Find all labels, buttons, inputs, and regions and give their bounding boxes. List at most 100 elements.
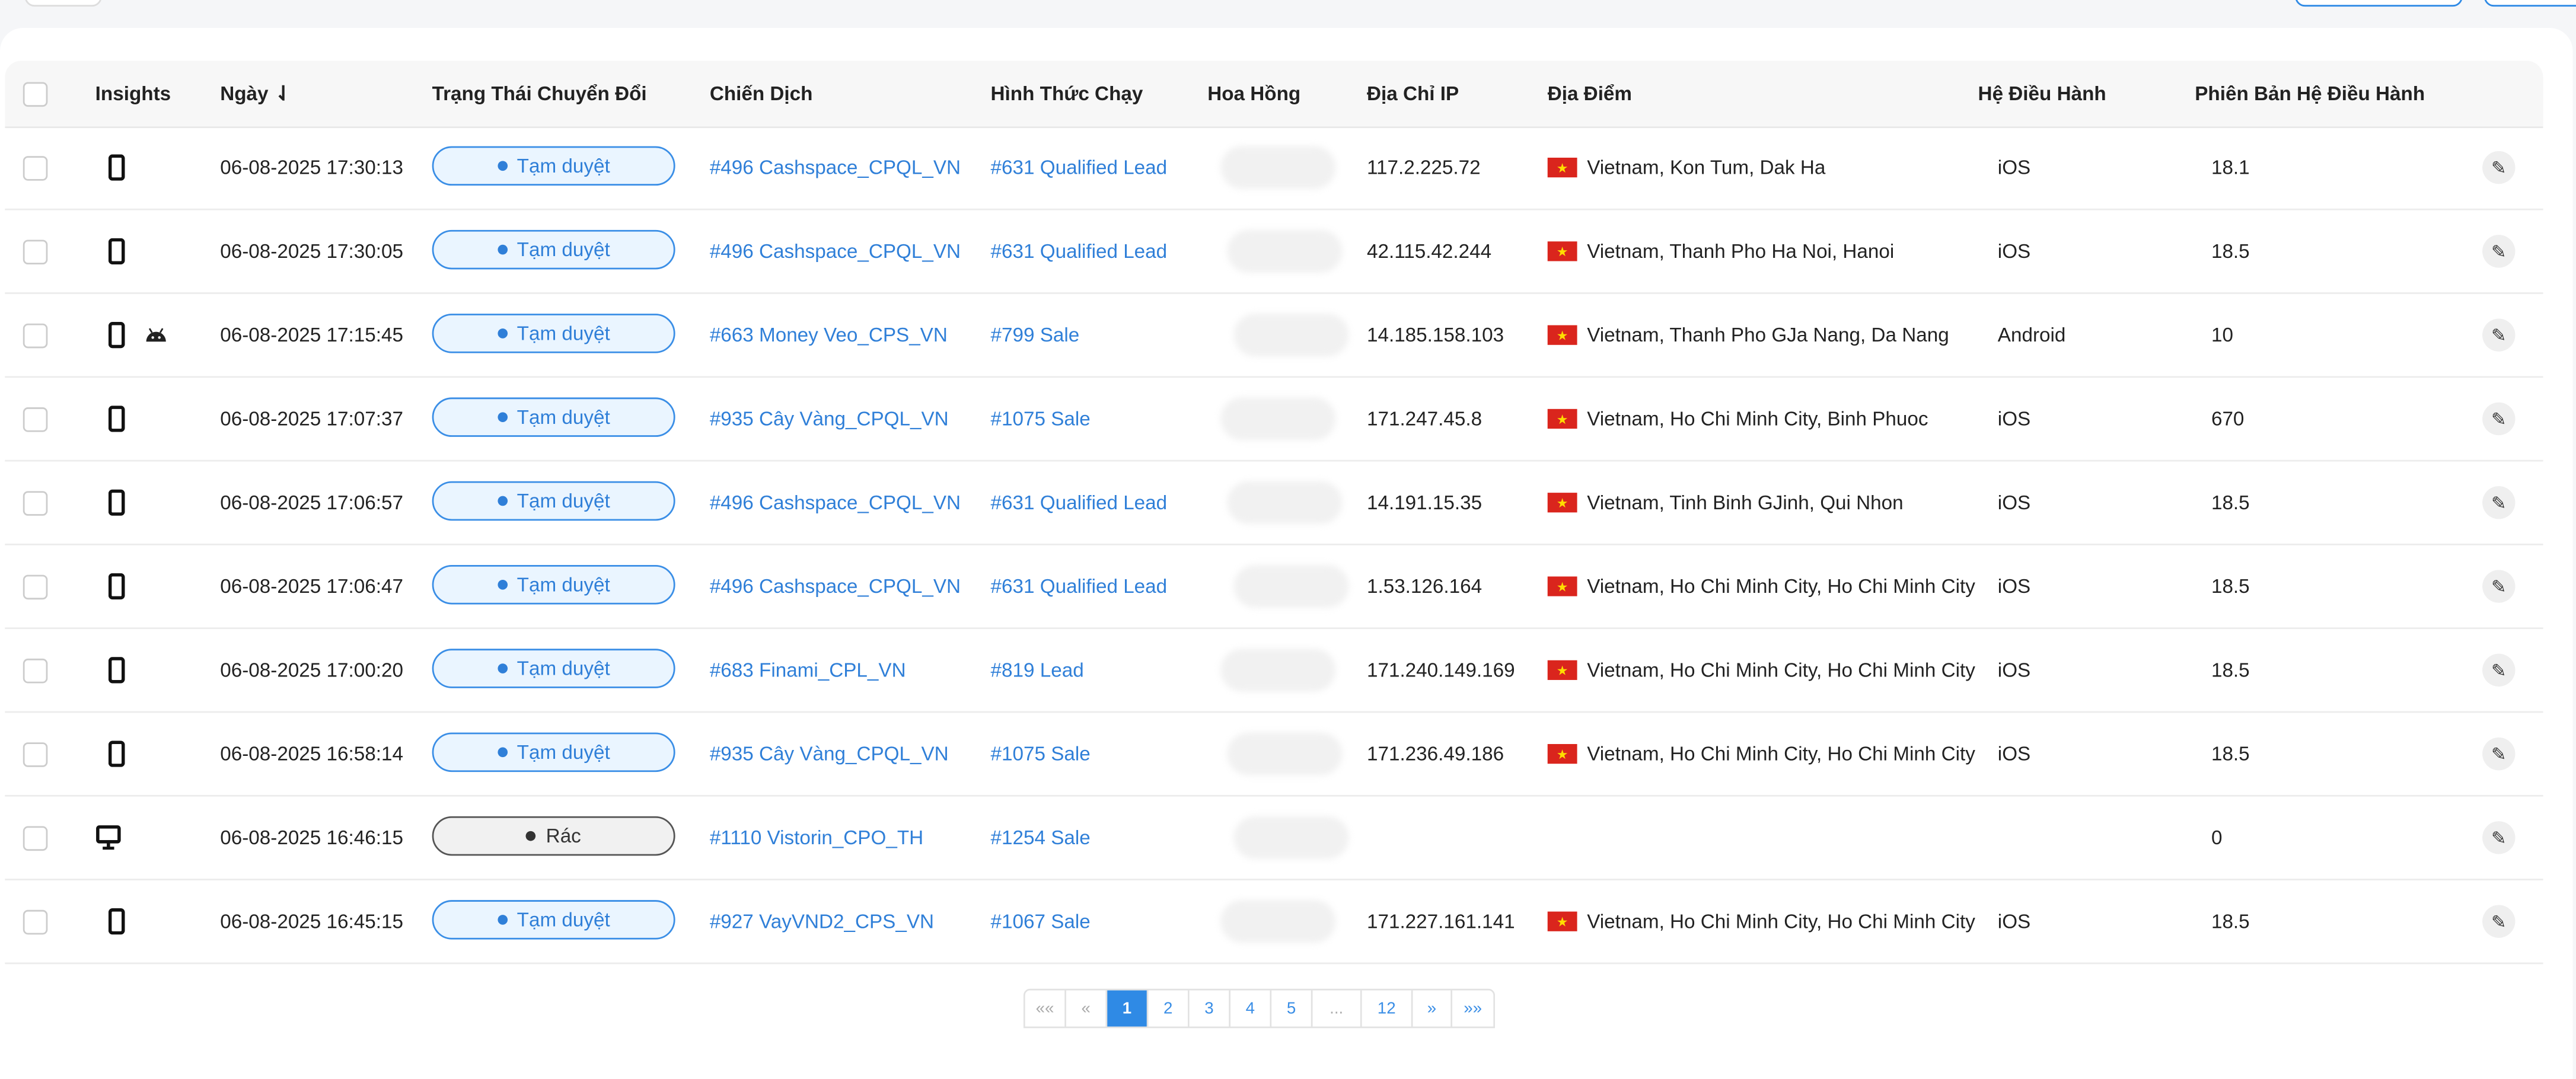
first-page-button[interactable]: «« bbox=[1025, 990, 1066, 1027]
edit-button[interactable]: ✎ bbox=[2482, 737, 2516, 771]
row-checkbox[interactable] bbox=[23, 323, 48, 347]
os-cell: iOS bbox=[1997, 658, 2031, 682]
edit-button[interactable]: ✎ bbox=[2482, 318, 2516, 352]
device-insights bbox=[108, 545, 125, 628]
ip-cell: 14.191.15.35 bbox=[1366, 491, 1483, 515]
edit-button[interactable]: ✎ bbox=[2482, 653, 2516, 687]
status-badge[interactable]: Tạm duyệt bbox=[432, 565, 675, 605]
row-checkbox[interactable] bbox=[23, 825, 48, 850]
run-type-link[interactable]: #1075 Sale bbox=[990, 407, 1091, 430]
campaign-link[interactable]: #663 Money Veo_CPS_VN bbox=[709, 323, 948, 347]
page-button-3[interactable]: 3 bbox=[1189, 990, 1231, 1027]
status-badge[interactable]: Rác bbox=[432, 816, 675, 856]
table-row: 06-08-2025 17:30:05 Tạm duyệt #496 Cashs… bbox=[5, 210, 2543, 294]
vietnam-flag-icon: ★ bbox=[1547, 241, 1577, 261]
campaign-link[interactable]: #935 Cây Vàng_CPQL_VN bbox=[709, 742, 949, 766]
mobile-icon bbox=[108, 238, 125, 265]
edit-button[interactable]: ✎ bbox=[2482, 570, 2516, 603]
next-page-button[interactable]: » bbox=[1411, 990, 1453, 1027]
status-badge[interactable]: Tạm duyệt bbox=[432, 732, 675, 772]
row-checkbox[interactable] bbox=[23, 490, 48, 515]
campaign-link[interactable]: #927 VayVND2_CPS_VN bbox=[709, 909, 935, 933]
commission-redacted bbox=[1220, 649, 1336, 692]
last-page-button[interactable]: »» bbox=[1452, 990, 1494, 1027]
campaign-link[interactable]: #496 Cashspace_CPQL_VN bbox=[709, 240, 961, 263]
device-insights bbox=[108, 880, 125, 963]
device-insights bbox=[108, 378, 125, 460]
mobile-icon bbox=[108, 573, 125, 600]
run-type-link[interactable]: #799 Sale bbox=[990, 323, 1080, 347]
table-row: 06-08-2025 17:06:47 Tạm duyệt #496 Cashs… bbox=[5, 545, 2543, 630]
header-insights: Insights bbox=[95, 82, 171, 106]
page-button-12[interactable]: 12 bbox=[1362, 990, 1411, 1027]
location-cell: ★ Vietnam, Ho Chi Minh City, Ho Chi Minh … bbox=[1547, 880, 1975, 963]
row-checkbox[interactable] bbox=[23, 657, 48, 683]
edit-button[interactable]: ✎ bbox=[2482, 821, 2516, 854]
status-badge[interactable]: Tạm duyệt bbox=[432, 649, 675, 688]
location-cell: ★ Vietnam, Ho Chi Minh City, Ho Chi Minh … bbox=[1547, 629, 1975, 711]
commission-redacted bbox=[1233, 816, 1349, 859]
row-checkbox[interactable] bbox=[23, 406, 48, 432]
header-date[interactable]: Ngày ⇃ bbox=[220, 82, 292, 106]
mobile-icon bbox=[108, 154, 125, 181]
location-cell: ★ Vietnam, Ho Chi Minh City, Ho Chi Minh … bbox=[1547, 545, 1975, 628]
campaign-link[interactable]: #683 Finami_CPL_VN bbox=[709, 658, 906, 682]
run-type-link[interactable]: #1075 Sale bbox=[990, 742, 1091, 766]
page-button-2[interactable]: 2 bbox=[1148, 990, 1190, 1027]
row-checkbox[interactable] bbox=[23, 239, 48, 264]
row-checkbox[interactable] bbox=[23, 741, 48, 767]
header-os: Hệ Điều Hành bbox=[1978, 82, 2106, 106]
header-commission: Hoa Hồng bbox=[1207, 82, 1301, 106]
run-type-link[interactable]: #1067 Sale bbox=[990, 909, 1091, 933]
page-button-1[interactable]: 1 bbox=[1107, 990, 1149, 1027]
status-badge[interactable]: Tạm duyệt bbox=[432, 229, 675, 270]
os-cell: iOS bbox=[1997, 156, 2031, 179]
pencil-icon: ✎ bbox=[2491, 577, 2507, 598]
date-cell: 06-08-2025 16:58:14 bbox=[220, 742, 403, 766]
row-checkbox[interactable] bbox=[23, 909, 48, 934]
os-version-cell: 0 bbox=[2211, 826, 2223, 850]
pencil-icon: ✎ bbox=[2491, 912, 2507, 933]
vietnam-flag-icon: ★ bbox=[1547, 408, 1577, 429]
row-checkbox[interactable] bbox=[23, 574, 48, 599]
edit-button[interactable]: ✎ bbox=[2482, 905, 2516, 938]
edit-button[interactable]: ✎ bbox=[2482, 235, 2516, 268]
status-badge[interactable]: Tạm duyệt bbox=[432, 900, 675, 940]
select-all-checkbox[interactable] bbox=[23, 81, 48, 106]
commission-redacted bbox=[1227, 229, 1343, 273]
edit-button[interactable]: ✎ bbox=[2482, 486, 2516, 519]
status-badge[interactable]: Tạm duyệt bbox=[432, 146, 675, 186]
campaign-link[interactable]: #1110 Vistorin_CPO_TH bbox=[709, 826, 924, 850]
run-type-link[interactable]: #631 Qualified Lead bbox=[990, 240, 1168, 263]
ip-cell: 42.115.42.244 bbox=[1366, 240, 1492, 263]
edit-button[interactable]: ✎ bbox=[2482, 402, 2516, 436]
top-right-button-2[interactable] bbox=[2483, 0, 2576, 7]
status-badge[interactable]: Tạm duyệt bbox=[432, 397, 675, 437]
header-location: Địa Điểm bbox=[1547, 82, 1633, 106]
run-type-link[interactable]: #631 Qualified Lead bbox=[990, 491, 1168, 515]
run-type-link[interactable]: #1254 Sale bbox=[990, 826, 1091, 850]
run-type-link[interactable]: #819 Lead bbox=[990, 658, 1084, 682]
vietnam-flag-icon: ★ bbox=[1547, 493, 1577, 513]
top-right-button-1[interactable] bbox=[2295, 0, 2463, 7]
run-type-link[interactable]: #631 Qualified Lead bbox=[990, 156, 1168, 179]
top-left-button[interactable] bbox=[24, 0, 102, 7]
campaign-link[interactable]: #935 Cây Vàng_CPQL_VN bbox=[709, 407, 949, 430]
device-insights bbox=[108, 126, 125, 209]
status-badge[interactable]: Tạm duyệt bbox=[432, 481, 675, 521]
pencil-icon: ✎ bbox=[2491, 410, 2507, 430]
sort-desc-icon[interactable]: ⇃ bbox=[275, 82, 292, 106]
pencil-icon: ✎ bbox=[2491, 158, 2507, 178]
row-checkbox[interactable] bbox=[23, 155, 48, 180]
campaign-link[interactable]: #496 Cashspace_CPQL_VN bbox=[709, 574, 961, 598]
campaign-link[interactable]: #496 Cashspace_CPQL_VN bbox=[709, 156, 961, 179]
page-button-4[interactable]: 4 bbox=[1230, 990, 1272, 1027]
vietnam-flag-icon: ★ bbox=[1547, 325, 1577, 345]
run-type-link[interactable]: #631 Qualified Lead bbox=[990, 574, 1168, 598]
page-button-5[interactable]: 5 bbox=[1271, 990, 1313, 1027]
prev-page-button[interactable]: « bbox=[1066, 990, 1108, 1027]
edit-button[interactable]: ✎ bbox=[2482, 151, 2516, 184]
status-dot-icon bbox=[497, 579, 508, 590]
campaign-link[interactable]: #496 Cashspace_CPQL_VN bbox=[709, 491, 961, 515]
status-badge[interactable]: Tạm duyệt bbox=[432, 314, 675, 353]
